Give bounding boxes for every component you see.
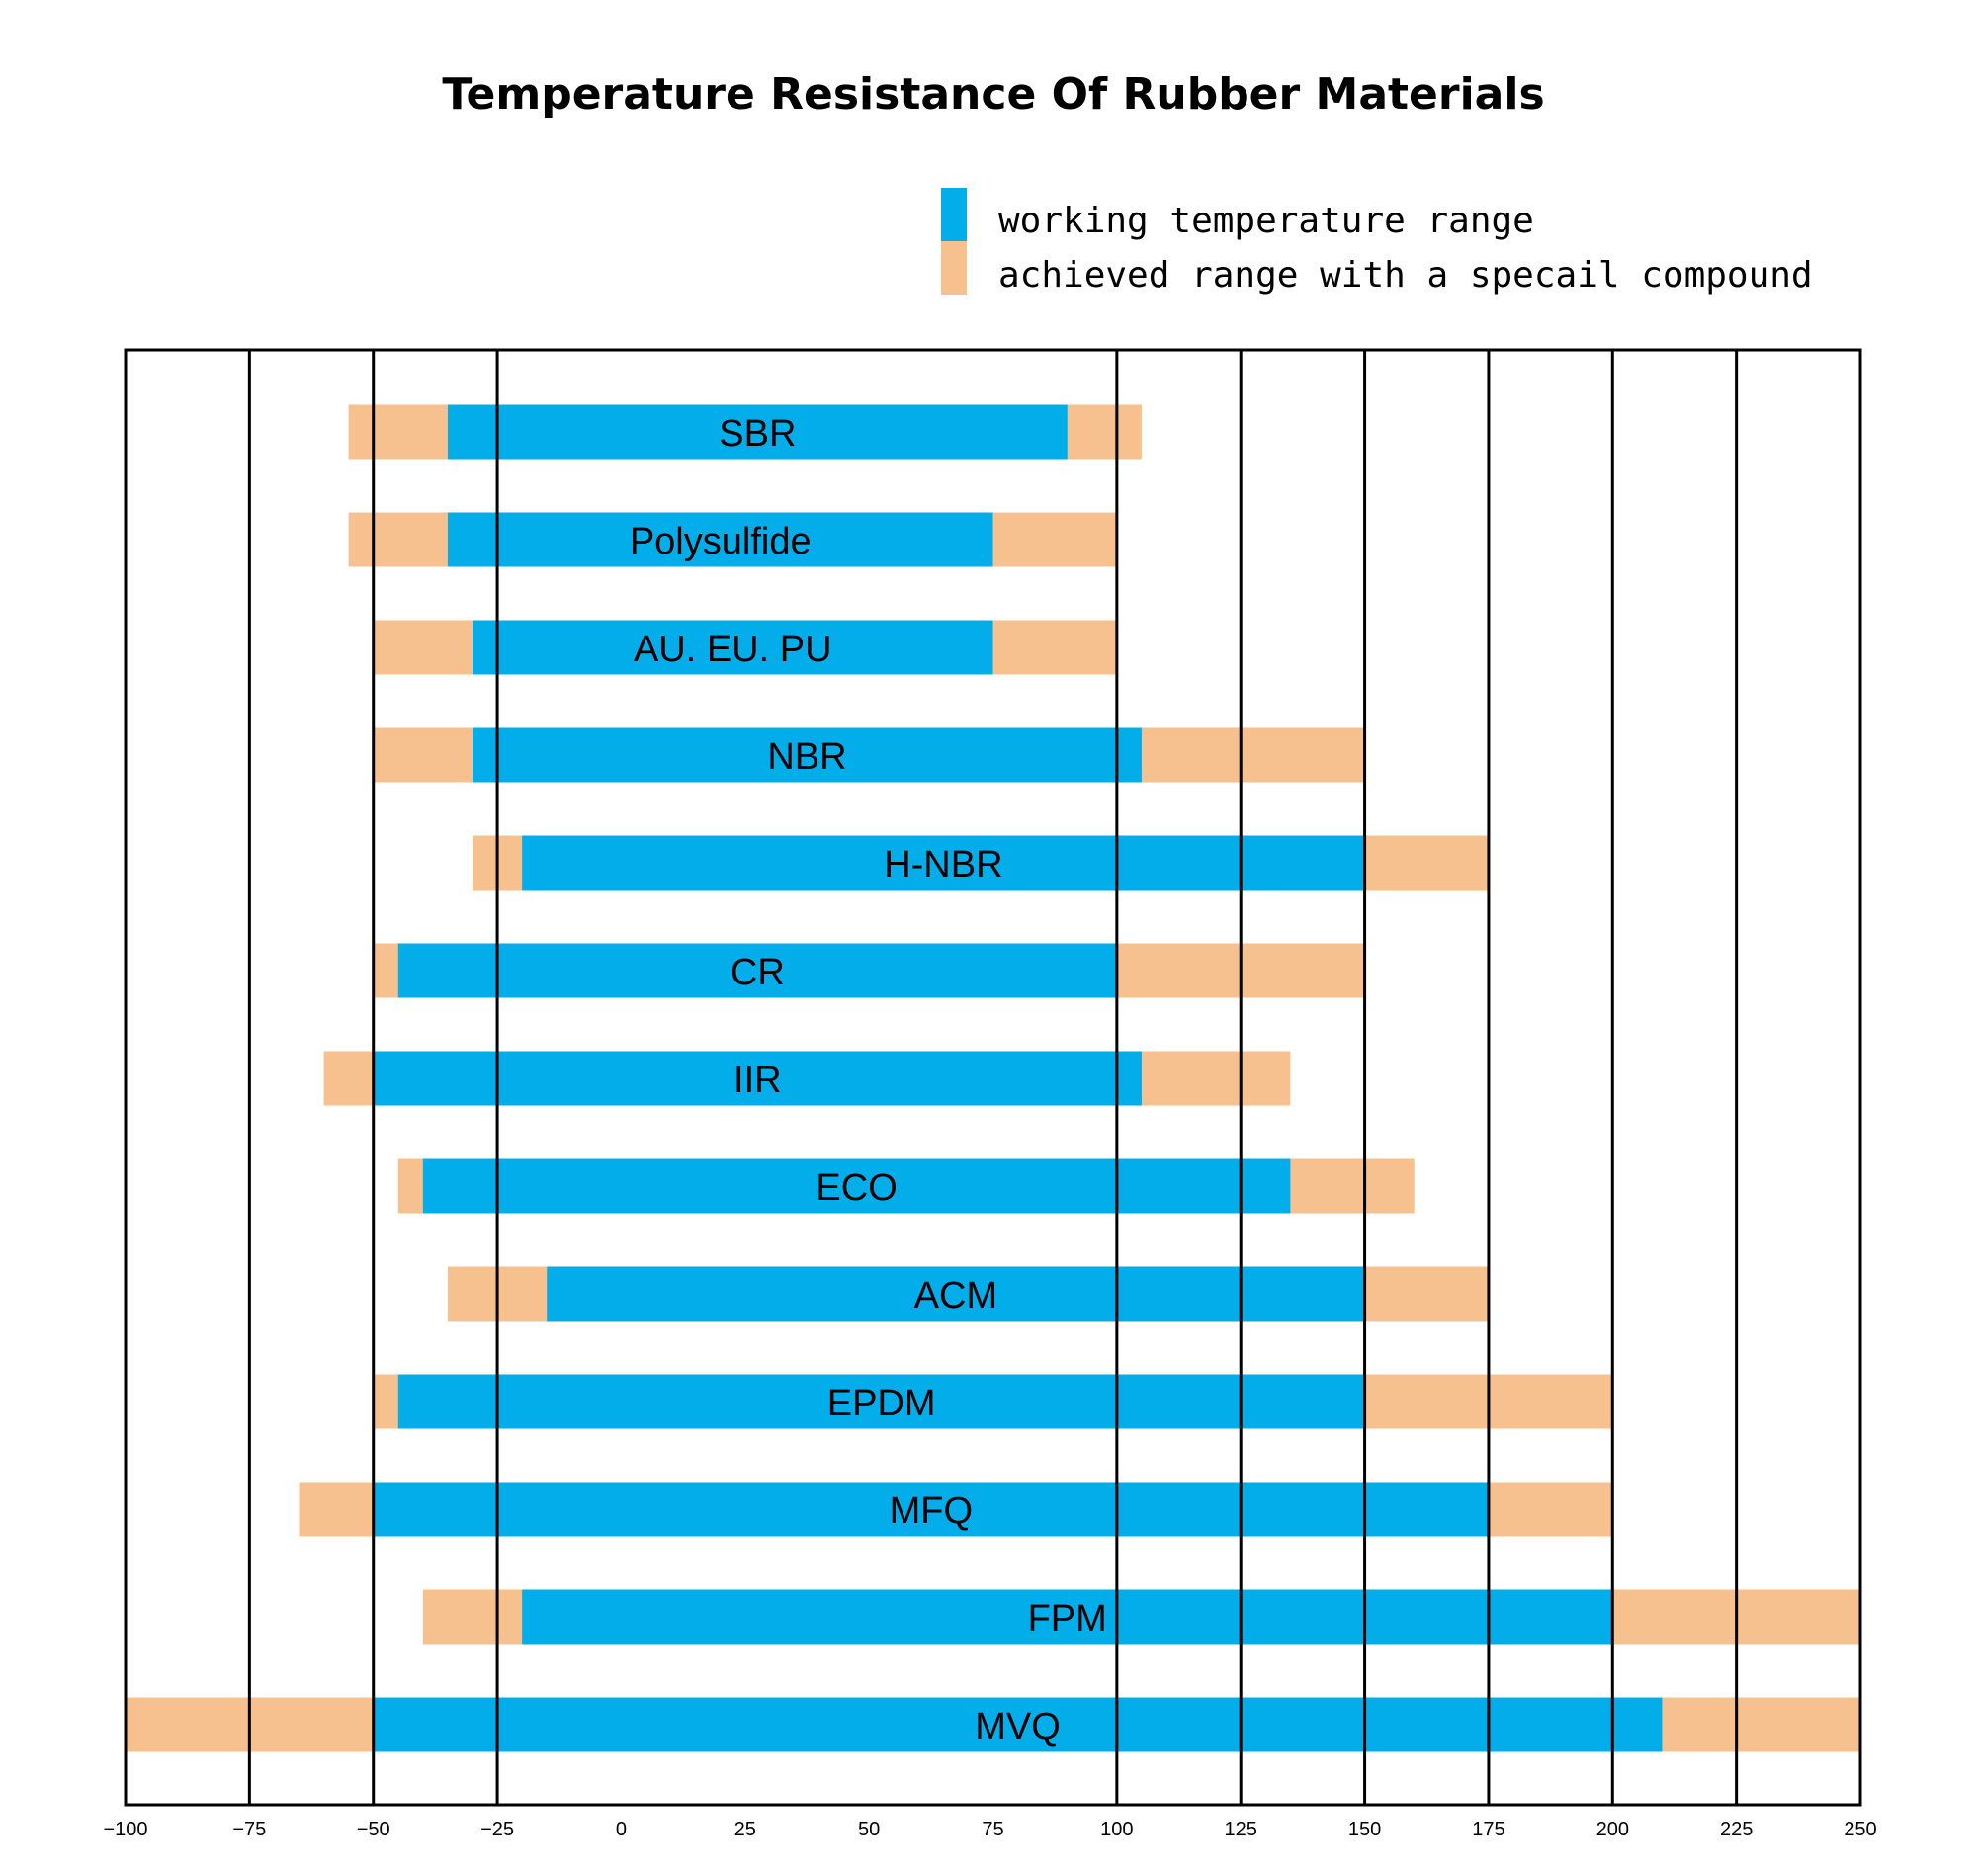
x-axis-ticks: −100 −75 −50 −25 0 25 50 75 100 125 150 175 200 225 25… [103,1819,1876,1840]
bar-working-mfq [373,1482,1489,1537]
bar-working-eco [422,1158,1291,1214]
x-tick-label: 125 [1225,1819,1257,1840]
x-tick-label: −50 [357,1819,390,1840]
bar-working-mvq [373,1697,1663,1752]
bar-working-nbr [473,727,1142,783]
bar-label-iir: IIR [733,1060,782,1101]
bar-label-acm: ACM [914,1275,997,1317]
x-tick-label: 100 [1100,1819,1133,1840]
bar-label-cr: CR [731,952,785,993]
legend-label-working: working temperature range [998,201,1534,241]
legend-label-special: achieved range with a specail compound [998,255,1813,296]
bar-working-epdm [397,1374,1365,1429]
bar-label-polysulfide: Polysulfide [630,521,812,562]
bar-label-eco: ECO [816,1167,897,1209]
bars-layer [126,404,1860,1752]
bar-working-cr [397,943,1117,998]
x-tick-label: 150 [1348,1819,1381,1840]
x-tick-label: −25 [480,1819,514,1840]
bar-labels: SBR Polysulfide AU. EU. PU NBR H-NBR CR IIR ECO… [630,413,1107,1748]
bar-label-mfq: MFQ [890,1491,973,1532]
x-tick-label: 200 [1596,1819,1629,1840]
bar-label-fpm: FPM [1028,1598,1107,1640]
x-tick-label: 75 [982,1819,1003,1840]
bar-label-nbr: NBR [767,736,846,778]
chart-title: Temperature Resistance Of Rubber Materia… [442,69,1544,120]
bar-working-fpm [522,1589,1613,1645]
legend-swatch-special [941,241,967,295]
plot-frame [124,348,1862,1807]
x-tick-label: 175 [1472,1819,1504,1840]
x-tick-label: 25 [734,1819,756,1840]
bar-working-au-eu-pu [473,620,993,675]
bar-working-sbr [447,404,1068,460]
bar-label-mvq: MVQ [975,1706,1061,1748]
x-tick-label: 50 [858,1819,880,1840]
gridlines [247,350,1739,1805]
legend-swatch-working [941,188,967,241]
x-tick-label: 250 [1844,1819,1876,1840]
legend: working temperature range achieved range… [941,188,1813,296]
bar-working-polysulfide [447,512,993,567]
bar-working-iir [373,1051,1142,1106]
bar-label-au-eu-pu: AU. EU. PU [634,629,832,670]
x-tick-label: 225 [1720,1819,1753,1840]
bar-label-h-nbr: H-NBR [884,844,1002,886]
x-tick-label: −100 [103,1819,147,1840]
bar-label-epdm: EPDM [827,1383,936,1424]
bar-working-acm [547,1266,1365,1322]
bar-label-sbr: SBR [719,413,796,455]
bar-working-h-nbr [522,835,1365,891]
x-tick-label: 0 [616,1819,627,1840]
x-tick-label: −75 [232,1819,266,1840]
